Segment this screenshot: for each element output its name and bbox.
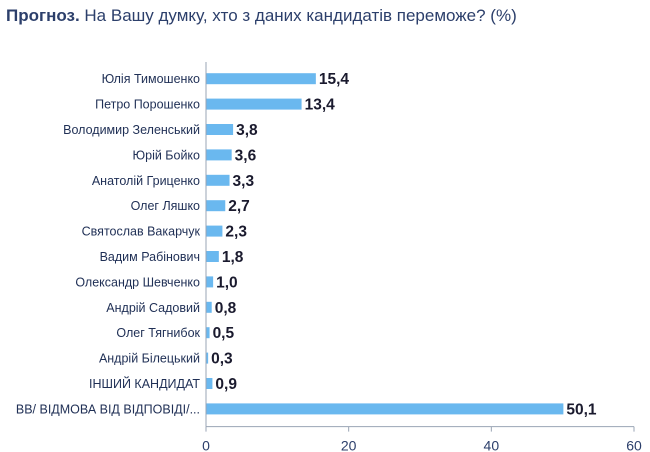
- value-label-4: 3,3: [233, 173, 255, 190]
- bar-6: [206, 225, 223, 237]
- value-label-7: 1,8: [222, 249, 244, 266]
- category-label-12: ІНШИЙ КАНДИДАТ: [89, 376, 200, 391]
- category-label-4: Анатолій Гриценко: [92, 174, 200, 188]
- bar-2: [206, 124, 234, 135]
- bar-8: [206, 276, 214, 288]
- x-tick-label-2: 40: [484, 438, 500, 452]
- bar-4: [206, 174, 230, 186]
- category-label-5: Олег Ляшко: [131, 199, 200, 213]
- value-label-11: 0,3: [211, 351, 233, 368]
- chart-title: Прогноз. На Вашу думку, хто з даних канд…: [6, 6, 517, 26]
- chart-title-text: На Вашу думку, хто з даних кандидатів пе…: [79, 6, 517, 25]
- value-label-12: 0,9: [215, 376, 237, 393]
- value-label-13: 50,1: [566, 401, 597, 418]
- bar-13: [206, 403, 564, 415]
- value-label-5: 2,7: [228, 198, 250, 215]
- value-label-0: 15,4: [319, 71, 350, 88]
- bar-1: [206, 98, 302, 110]
- bar-0: [206, 73, 316, 85]
- category-label-2: Володимир Зеленський: [63, 123, 200, 137]
- category-label-6: Святослав Вакарчук: [82, 225, 201, 239]
- bar-5: [206, 200, 226, 212]
- x-tick-label-1: 20: [341, 438, 357, 452]
- x-ticks-group: 0 20 40 60: [202, 426, 642, 452]
- category-label-10: Олег Тягнибок: [116, 326, 200, 340]
- category-label-3: Юрій Бойко: [132, 148, 200, 162]
- bar-7: [206, 251, 219, 262]
- value-label-1: 13,4: [305, 97, 336, 114]
- value-label-10: 0,5: [213, 325, 235, 342]
- category-label-13: ВВ/ ВІДМОВА ВІД ВІДПОВІДІ/...: [16, 402, 200, 416]
- x-tick-label-0: 0: [202, 438, 210, 452]
- value-label-3: 3,6: [235, 147, 257, 164]
- x-tick-label-3: 60: [626, 438, 642, 452]
- category-label-7: Вадим Рабінович: [100, 250, 200, 264]
- category-label-0: Юлія Тимошенко: [102, 72, 200, 86]
- category-labels-group: Юлія Тимошенко Петро Порошенко Володимир З…: [16, 72, 201, 416]
- value-label-9: 0,8: [215, 300, 237, 317]
- category-label-1: Петро Порошенко: [95, 98, 200, 112]
- bars-group: [206, 73, 564, 415]
- chart-title-bold: Прогноз.: [6, 6, 80, 25]
- category-label-8: Олександр Шевченко: [75, 275, 200, 289]
- bar-10: [206, 327, 210, 339]
- value-labels-group: 15,4 13,4 3,8 3,6 3,3 2,7 2,3 1,8 1,0 0,8 0,5 0,3 0,…: [211, 71, 597, 418]
- value-label-8: 1,0: [216, 274, 238, 291]
- bar-9: [206, 301, 212, 313]
- bar-11: [206, 352, 209, 364]
- bar-3: [206, 149, 232, 161]
- bar-12: [206, 378, 213, 389]
- category-label-9: Андрій Садовий: [106, 301, 200, 315]
- value-label-2: 3,8: [236, 122, 258, 139]
- value-label-6: 2,3: [225, 224, 247, 241]
- category-label-11: Андрій Білецький: [99, 352, 200, 366]
